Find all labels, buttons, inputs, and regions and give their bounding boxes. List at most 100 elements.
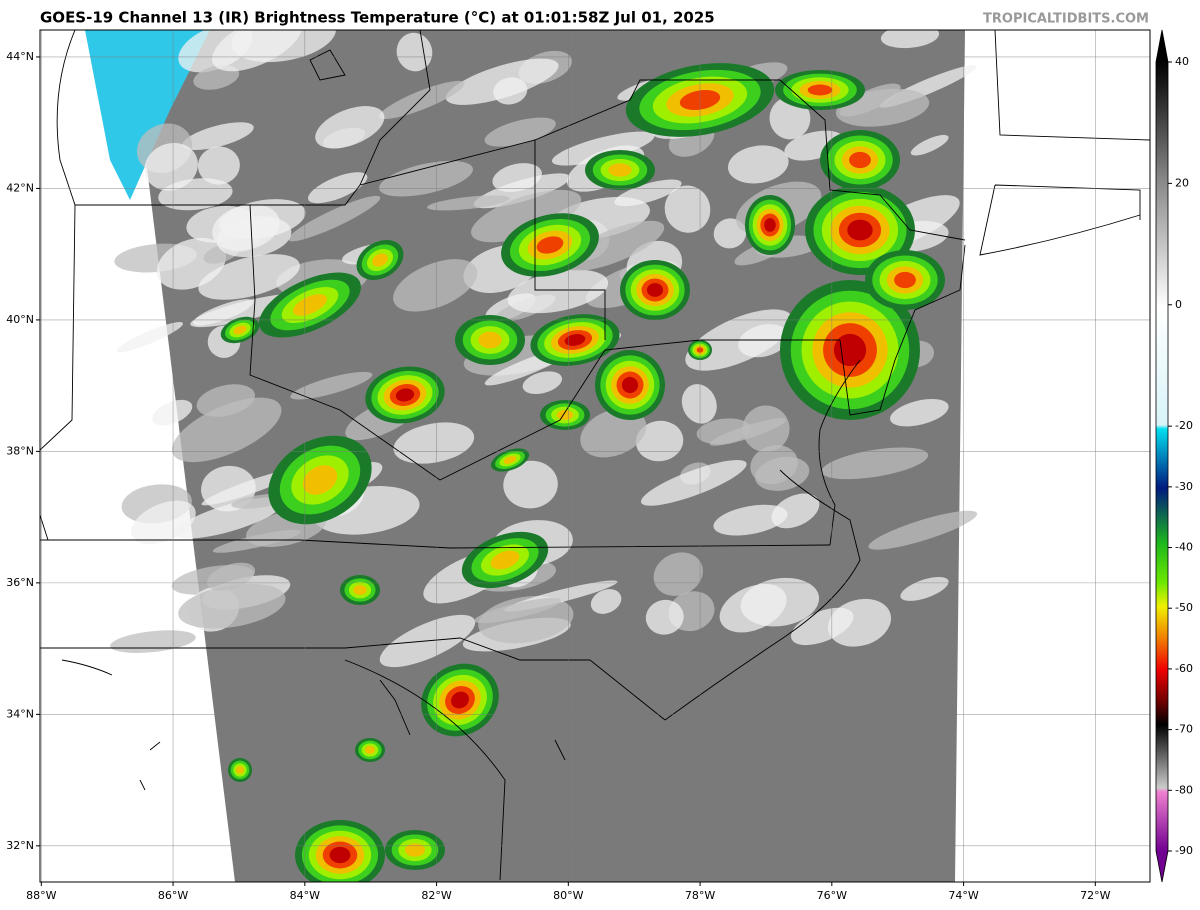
storm-layer [329,846,351,864]
cloud [614,179,682,207]
colorbar-label: 0 [1175,298,1182,311]
lon-label: 74°W [948,889,978,902]
cloud [110,630,196,653]
storm-layer [833,333,867,367]
storm-layer [621,376,639,394]
cloud [696,418,751,445]
cloud [308,172,368,204]
storm-layer [353,585,367,595]
lon-label: 72°W [1080,889,1110,902]
colorbar-top-extension [1156,30,1168,62]
storm-layer [451,691,469,709]
lat-label: 38°N [6,444,34,457]
cloud [503,460,558,509]
cloud [664,185,711,233]
cloud [681,384,717,424]
storm-layer [478,331,502,349]
cloud [393,422,475,464]
storm-layer [564,334,586,346]
cloud [713,504,788,536]
colorbar-label: -90 [1175,844,1193,857]
cloud [890,399,949,427]
lon-label: 80°W [553,889,583,902]
lon-label: 88°W [26,889,56,902]
cloud [522,371,563,394]
storm-layer [233,325,247,335]
lat-label: 32°N [6,839,34,852]
map-frame [39,29,1151,883]
colorbar-label: -20 [1175,419,1193,432]
cloud [315,106,385,149]
cloud [910,134,949,156]
cloud [868,510,978,550]
storm-layer [293,294,327,316]
cloud [640,460,747,506]
credit: TROPICALTIDBITS.COM [983,12,1149,27]
cloud [288,195,381,242]
cloud [290,371,373,400]
colorbar-label: -80 [1175,783,1193,796]
lon-label: 86°W [158,889,188,902]
lon-label: 76°W [817,889,847,902]
lon-label: 84°W [290,889,320,902]
cloud [152,399,193,426]
cloud [218,199,306,240]
boundaries [40,30,1150,881]
cloud [492,163,542,193]
storm-layer [490,550,520,570]
colorbar-label: -30 [1175,480,1193,493]
cloud [791,607,854,646]
storm-layer [405,843,425,857]
lat-label: 40°N [6,313,34,326]
cloud [590,589,622,614]
title: GOES-19 Channel 13 (IR) Brightness Tempe… [40,9,715,27]
colorbar-label: 20 [1175,176,1189,189]
cloud [171,397,282,463]
cloud [144,142,198,191]
colorbar-label: -60 [1175,662,1193,675]
cloud [192,299,254,326]
cloud [580,408,647,458]
cloud [551,131,655,166]
cloud [484,117,556,147]
cloud [393,259,478,312]
cloud [821,447,929,480]
cloud [771,493,820,529]
cloud [197,146,240,185]
storm-layer [807,84,833,96]
cloud [645,599,684,635]
lat-label: 44°N [6,50,34,63]
storm-layer [608,163,632,177]
cloud [471,189,582,243]
colorbar-label: 40 [1175,55,1189,68]
colorbar-scale [1156,62,1168,851]
storm-layer [764,218,776,232]
cloud [379,160,473,197]
cloud [396,32,433,72]
colorbar-label: -40 [1175,541,1193,554]
cloud [193,65,240,90]
storm-layer [556,410,574,420]
map [40,30,1150,882]
cold-cloud [85,30,210,200]
colorbar-label: -50 [1175,601,1193,614]
cloud [653,552,703,596]
cloud [727,145,789,184]
storm-layer [646,283,664,297]
storm-layer [365,746,375,754]
storm-layer [372,253,388,267]
cloud [474,597,562,624]
storm-layer [503,456,517,464]
axes: 88°W 86°W 84°W 82°W 80°W 78°W 76°W 74°W 72°W 44°N… [6,50,1110,902]
cloud [198,254,300,300]
storm-layer [894,271,916,289]
cloud [379,80,465,120]
cloud [212,529,301,553]
storm-layer [395,388,415,402]
cloud [445,58,559,105]
cloud [507,269,609,314]
colorbar-bottom-extension [1156,851,1168,882]
lat-label: 42°N [6,181,34,194]
cloud [427,195,510,211]
